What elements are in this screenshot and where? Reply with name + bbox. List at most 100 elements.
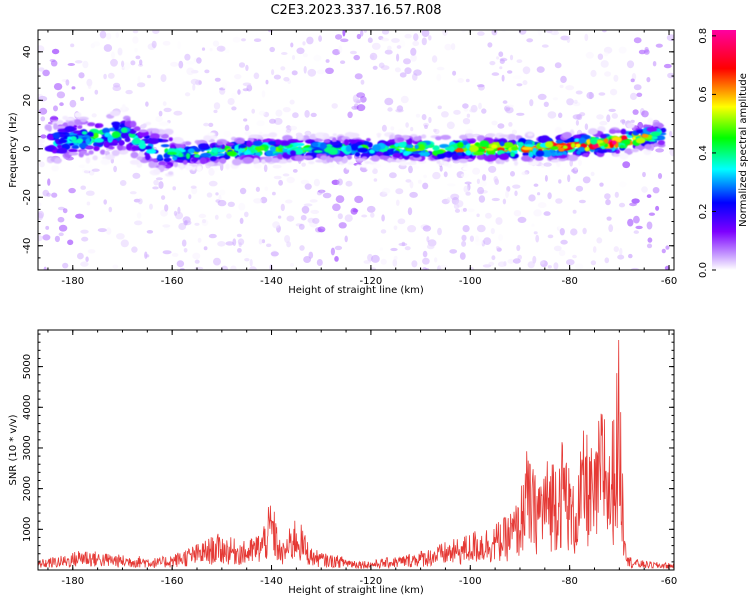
heatmap-cell [457,155,465,160]
heatmap-speckle [54,235,61,243]
heatmap-cell [246,140,253,148]
heatmap-speckle [56,91,66,99]
heatmap-speckle [243,118,248,122]
heatmap-speckle [103,73,107,80]
heatmap-speckle [225,241,234,246]
heatmap-speckle [125,89,133,95]
heatmap-speckle [463,185,469,193]
heatmap-speckle [582,227,587,235]
heatmap-cell [528,151,534,158]
heatmap-cell [406,147,418,152]
heatmap-speckle [384,49,393,55]
heatmap-speckle [477,186,485,195]
heatmap-speckle [446,197,451,203]
x-tick-label: -120 [360,576,383,587]
heatmap-speckle [537,93,547,100]
heatmap-speckle [340,60,346,64]
heatmap-cell [328,162,335,169]
heatmap-speckle [234,74,242,80]
heatmap-speckle [543,162,552,167]
heatmap-cell [462,162,468,168]
heatmap-cell [121,127,128,133]
heatmap-cell [163,157,172,163]
heatmap-cell [465,150,472,156]
heatmap-speckle [410,126,414,132]
heatmap-cell [57,139,68,144]
heatmap-speckle [291,55,296,60]
heatmap-speckle [373,178,378,182]
heatmap-speckle [86,201,91,206]
heatmap-speckle [277,215,282,219]
heatmap-speckle [590,69,597,78]
heatmap-cell [174,143,186,149]
heatmap-cell [366,138,371,142]
heatmap-cell [238,144,247,149]
heatmap-speckle [409,191,418,198]
heatmap-cell [172,155,178,161]
heatmap-cell [558,147,565,152]
heatmap-speckle [307,68,317,77]
heatmap-speckle [299,126,306,132]
heatmap-speckle [646,194,652,199]
heatmap-speckle [58,232,64,237]
heatmap-cell [459,134,468,140]
heatmap-speckle [87,249,96,254]
heatmap-cell [315,159,325,163]
heatmap-speckle [198,80,202,85]
heatmap-speckle [360,79,365,85]
heatmap-speckle [303,256,311,263]
heatmap-speckle [417,179,422,184]
heatmap-speckle [506,186,511,192]
heatmap-speckle [112,85,122,92]
heatmap-cell [268,132,278,138]
heatmap-speckle [585,51,594,59]
heatmap-speckle [395,108,404,113]
heatmap-speckle [663,63,672,69]
heatmap-cell [532,147,537,155]
heatmap-cell [44,145,55,152]
heatmap-speckle [463,108,469,112]
heatmap-cell [54,157,62,164]
heatmap-cell [277,153,283,159]
heatmap-speckle [173,110,183,116]
heatmap-speckle [38,139,46,144]
colorbar-tick-label: 0.0 [698,262,709,278]
heatmap-cell [572,134,581,139]
heatmap-speckle [53,105,58,112]
heatmap-speckle [217,241,226,247]
heatmap-cell [412,165,420,169]
heatmap-speckle [194,222,200,226]
heatmap-cell [184,165,193,171]
heatmap-speckle [618,46,627,54]
heatmap-cell [354,152,361,157]
heatmap-speckle [244,211,249,218]
x-tick-label: -140 [260,276,283,287]
heatmap-speckle [53,83,63,91]
heatmap-speckle [47,178,51,186]
heatmap-speckle [290,42,294,48]
heatmap-cell [244,131,252,136]
heatmap-speckle [444,43,452,51]
heatmap-speckle [637,121,644,130]
heatmap-cell [486,154,497,162]
heatmap-cell [129,159,140,165]
heatmap-speckle [423,174,427,179]
heatmap-cell [456,150,463,157]
heatmap-cell [550,159,560,163]
heatmap-speckle [461,234,467,242]
heatmap-cell [128,132,136,138]
heatmap-speckle [657,173,663,179]
heatmap-cell [250,148,256,154]
y-tick-label: 40 [22,45,33,58]
heatmap-speckle [214,77,221,82]
heatmap-cell [570,142,576,148]
heatmap-cell [265,150,273,157]
heatmap-cell [153,168,161,175]
heatmap-cell [326,156,331,163]
heatmap-speckle [303,203,313,207]
heatmap-speckle [496,56,500,60]
heatmap-cell [656,124,665,128]
heatmap-speckle [646,221,653,230]
heatmap-speckle [135,55,141,60]
heatmap-cell [355,164,361,169]
